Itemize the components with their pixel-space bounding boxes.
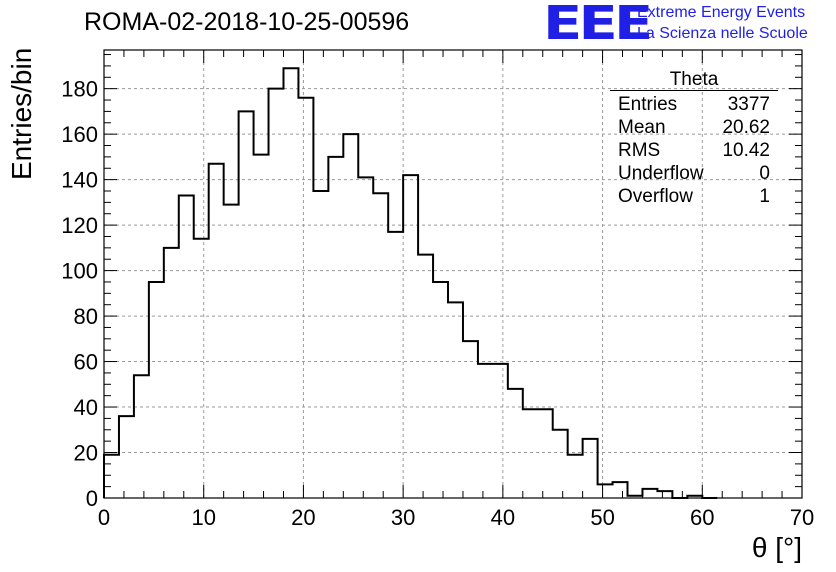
x-tick-label: 30 [391, 505, 415, 530]
histogram-bin [179, 196, 194, 498]
histogram-bin [149, 282, 164, 498]
histogram-bin [553, 430, 568, 498]
histogram-bin [642, 489, 657, 498]
histogram-bin [298, 98, 313, 498]
statistics-box: Theta Entries 3377 Mean 20.62 RMS 10.42 Und… [610, 70, 778, 208]
x-tick-label: 0 [98, 505, 110, 530]
y-tick-label: 20 [74, 441, 98, 466]
chart-title: ROMA-02-2018-10-25-00596 [84, 8, 410, 36]
y-tick-label: 100 [61, 259, 98, 284]
histogram-bin [493, 364, 508, 498]
x-tick-label: 70 [790, 505, 814, 530]
histogram-bin [583, 439, 598, 498]
logo-subtitle-line-2: La Scienza nelle Scuole [637, 25, 808, 42]
histogram-bin [628, 496, 643, 498]
histogram-bin [433, 282, 448, 498]
y-tick-label: 60 [74, 350, 98, 375]
histogram-bin [568, 455, 583, 498]
histogram-bin [657, 491, 672, 498]
stat-value: 1 [759, 186, 770, 207]
histogram-bin [508, 389, 523, 498]
histogram-bin [343, 134, 358, 498]
histogram-bin [224, 205, 239, 498]
stat-row-underflow: Underflow 0 [610, 162, 778, 185]
stat-row-entries: Entries 3377 [610, 93, 778, 116]
histogram-bin [269, 89, 284, 498]
x-tick-label: 60 [690, 505, 714, 530]
stat-label: Underflow [618, 163, 704, 184]
histogram-bin [254, 155, 269, 498]
stat-label: RMS [618, 140, 661, 161]
histogram-series [103, 67, 718, 499]
histogram-bin [598, 484, 613, 498]
x-tick-label: 40 [491, 505, 515, 530]
stat-row-overflow: Overflow 1 [610, 185, 778, 208]
histogram-bin [373, 193, 388, 498]
histogram-bin [119, 416, 134, 498]
y-tick-label: 180 [61, 77, 98, 102]
histogram-bin [478, 364, 493, 498]
x-axis-label: θ [°] [751, 532, 802, 563]
logo-subtitle-line-1: Extreme Energy Events [637, 4, 806, 21]
histogram-bin [239, 111, 254, 498]
stat-row-mean: Mean 20.62 [610, 116, 778, 139]
histogram-bin [523, 409, 538, 498]
statistics-title: Theta [669, 69, 719, 90]
plot-frame [103, 49, 803, 499]
histogram-bin [463, 341, 478, 498]
histogram-bin [403, 175, 418, 498]
stat-label: Overflow [618, 186, 693, 207]
y-tick-label: 0 [86, 486, 98, 511]
stat-label: Mean [618, 117, 666, 138]
histogram-bin [418, 255, 433, 498]
stat-label: Entries [618, 94, 678, 115]
stat-value: 0 [759, 163, 770, 184]
statistics-divider [610, 90, 778, 91]
y-tick-label: 120 [61, 213, 98, 238]
y-tick-label: 80 [74, 304, 98, 329]
histogram-bin [104, 455, 119, 498]
histogram-bin [134, 375, 149, 498]
histogram-bin [448, 302, 463, 498]
stat-value: 20.62 [722, 117, 770, 138]
histogram-bin [613, 482, 628, 498]
histogram-bin [283, 68, 298, 498]
histogram-bin [194, 239, 209, 498]
eee-logo: EEE [543, 0, 653, 50]
stat-value: 3377 [727, 94, 770, 115]
stat-row-rms: RMS 10.42 [610, 139, 778, 162]
stat-value: 10.42 [722, 140, 770, 161]
histogram-bin [388, 232, 403, 498]
histogram-bin [538, 409, 553, 498]
histogram-bin [209, 164, 224, 498]
x-tick-label: 10 [191, 505, 215, 530]
x-tick-label: 20 [291, 505, 315, 530]
y-tick-label: 140 [61, 168, 98, 193]
x-tick-label: 50 [590, 505, 614, 530]
y-tick-label: 40 [74, 395, 98, 420]
y-axis-label: Entries/bin [6, 47, 37, 180]
histogram-bin [164, 248, 179, 498]
histogram-bin [687, 496, 702, 498]
histogram-bin [328, 157, 343, 498]
y-tick-label: 160 [61, 122, 98, 147]
histogram-bin [358, 177, 373, 498]
histogram-bin [313, 191, 328, 498]
